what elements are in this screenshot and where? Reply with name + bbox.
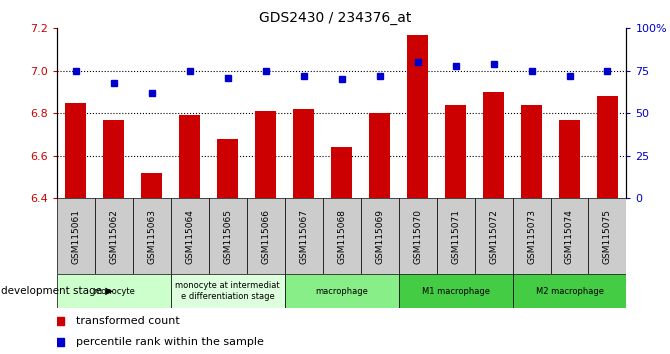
Bar: [171, 198, 209, 274]
Text: monocyte at intermediat
e differentiation stage: monocyte at intermediat e differentiatio…: [176, 281, 280, 301]
Bar: [437, 198, 474, 274]
Bar: [95, 198, 133, 274]
Bar: [66, 103, 86, 198]
Bar: [255, 111, 276, 198]
Text: M2 macrophage: M2 macrophage: [535, 287, 604, 296]
Text: macrophage: macrophage: [316, 287, 368, 296]
Bar: [247, 198, 285, 274]
Text: GSM115075: GSM115075: [603, 209, 612, 264]
Bar: [559, 120, 580, 198]
Text: GSM115071: GSM115071: [451, 209, 460, 264]
Bar: [141, 173, 162, 198]
Text: percentile rank within the sample: percentile rank within the sample: [76, 337, 263, 348]
Text: GSM115070: GSM115070: [413, 209, 422, 264]
Text: development stage ▶: development stage ▶: [1, 286, 113, 296]
Text: GSM115072: GSM115072: [489, 209, 498, 264]
Text: GSM115069: GSM115069: [375, 209, 384, 264]
Bar: [209, 198, 247, 274]
Bar: [483, 92, 504, 198]
Bar: [551, 198, 588, 274]
Bar: [513, 198, 551, 274]
Bar: [597, 96, 618, 198]
Bar: [285, 274, 399, 308]
Text: GSM115062: GSM115062: [109, 209, 119, 264]
Text: transformed count: transformed count: [76, 316, 180, 326]
Bar: [474, 198, 513, 274]
Text: GSM115068: GSM115068: [337, 209, 346, 264]
Bar: [293, 109, 314, 198]
Bar: [360, 198, 399, 274]
Text: GSM115066: GSM115066: [261, 209, 270, 264]
Bar: [399, 198, 437, 274]
Bar: [180, 115, 200, 198]
Bar: [369, 113, 390, 198]
Text: GSM115067: GSM115067: [299, 209, 308, 264]
Bar: [285, 198, 323, 274]
Text: monocyte: monocyte: [93, 287, 135, 296]
Bar: [171, 274, 285, 308]
Bar: [588, 198, 626, 274]
Bar: [399, 274, 513, 308]
Text: M1 macrophage: M1 macrophage: [421, 287, 490, 296]
Bar: [57, 274, 171, 308]
Text: GSM115064: GSM115064: [186, 209, 194, 264]
Text: GSM115061: GSM115061: [72, 209, 80, 264]
Bar: [103, 120, 125, 198]
Bar: [445, 105, 466, 198]
Text: GSM115063: GSM115063: [147, 209, 156, 264]
Bar: [217, 139, 239, 198]
Text: GSM115065: GSM115065: [223, 209, 232, 264]
Bar: [331, 147, 352, 198]
Bar: [521, 105, 542, 198]
Bar: [57, 198, 95, 274]
Text: GSM115074: GSM115074: [565, 209, 574, 264]
Text: GSM115073: GSM115073: [527, 209, 536, 264]
Bar: [323, 198, 360, 274]
Bar: [407, 35, 428, 198]
Text: GDS2430 / 234376_at: GDS2430 / 234376_at: [259, 11, 411, 25]
Bar: [513, 274, 626, 308]
Bar: [133, 198, 171, 274]
